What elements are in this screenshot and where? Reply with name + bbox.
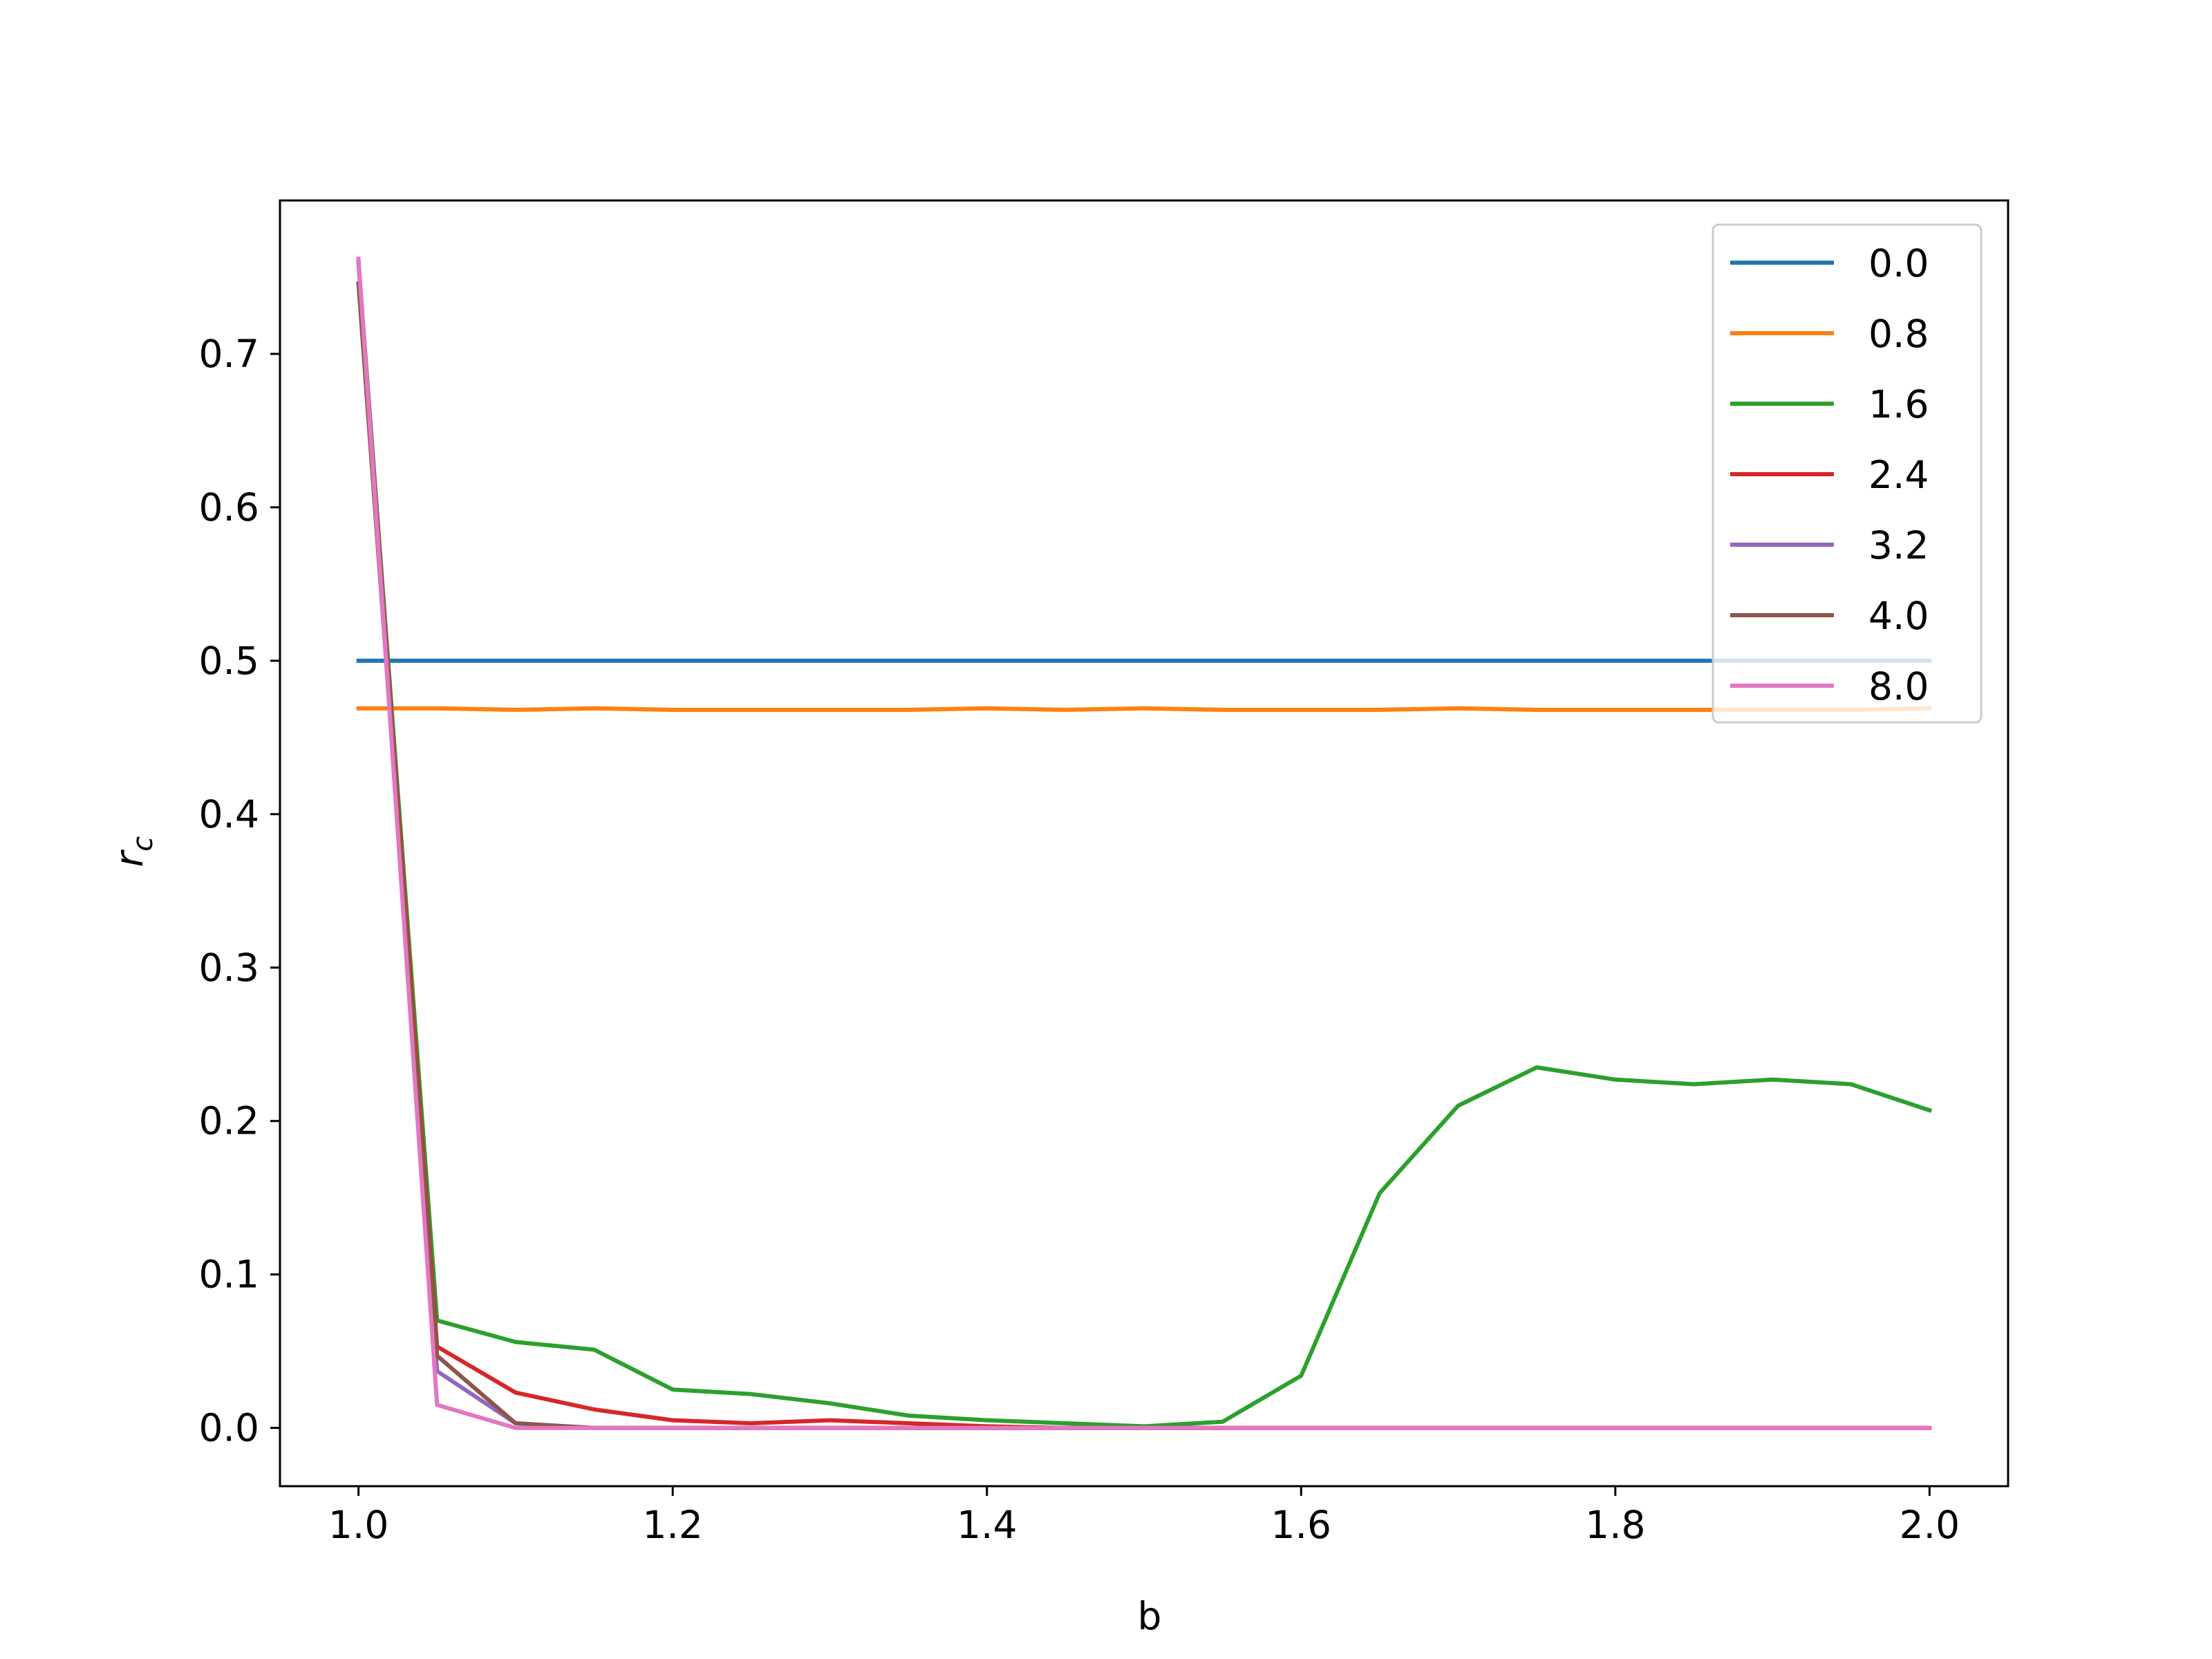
y-tick-label: 0.0 <box>199 1406 259 1450</box>
y-axis-label: rc <box>107 836 159 868</box>
y-axis-label-main: r <box>107 849 151 867</box>
x-tick-label: 1.8 <box>1585 1503 1645 1547</box>
plot-area <box>356 256 1933 1430</box>
x-tick-label: 1.2 <box>642 1503 702 1547</box>
legend-label-1.6: 1.6 <box>1868 382 1929 427</box>
legend-label-0.0: 0.0 <box>1868 241 1929 285</box>
series-line-8.0 <box>356 256 1932 1430</box>
y-tick-label: 0.7 <box>199 332 259 376</box>
y-tick-label: 0.5 <box>199 639 259 683</box>
x-axis-label: b <box>1138 1594 1162 1638</box>
legend-box <box>1712 223 1983 724</box>
axes-frame <box>279 199 2009 1488</box>
x-tick-label: 2.0 <box>1900 1503 1960 1547</box>
y-tick-label: 0.3 <box>199 946 259 990</box>
series-group <box>356 256 1933 1430</box>
x-tick-label: 1.6 <box>1271 1503 1331 1547</box>
legend-label-2.4: 2.4 <box>1868 453 1929 497</box>
legend-label-3.2: 3.2 <box>1868 523 1929 568</box>
x-tick-label: 1.0 <box>328 1503 388 1547</box>
legend-label-8.0: 8.0 <box>1868 664 1929 709</box>
y-tick-label: 0.2 <box>199 1099 259 1143</box>
legend-label-0.8: 0.8 <box>1868 312 1929 356</box>
y-tick-label: 0.1 <box>199 1253 259 1297</box>
series-line-0.8 <box>356 706 1932 712</box>
svg-text:rc: rc <box>107 836 159 868</box>
x-tick-label: 1.4 <box>957 1503 1017 1547</box>
axes: 1.0 1.2 1.4 1.6 1.8 2.0 0.0 0.1 0.2 0.3 0.4 0.5 0.6 0… <box>199 199 2009 1547</box>
legend: 0.0 0.8 1.6 2.4 3.2 4.0 8.0 <box>1712 223 1983 724</box>
legend-label-4.0: 4.0 <box>1868 594 1929 638</box>
y-axis-label-subscript: c <box>127 836 159 852</box>
y-tick-label: 0.6 <box>199 485 259 529</box>
y-tick-label: 0.4 <box>199 792 259 836</box>
